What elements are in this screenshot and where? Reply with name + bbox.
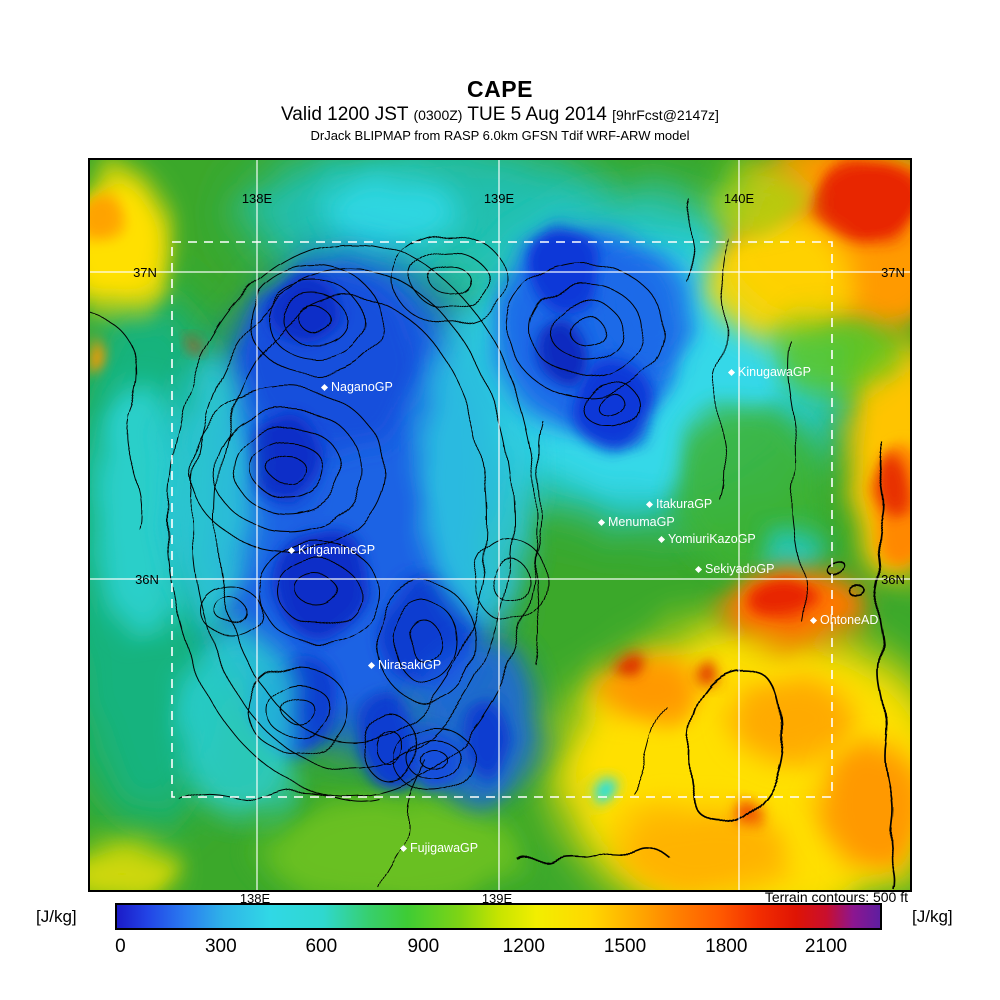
colorbar-tick-600: 600 (305, 936, 338, 957)
lon-label-139e-top: 139E (484, 191, 515, 206)
colorbar-unit-left: [J/kg] (36, 907, 77, 926)
lon-label-138e-bottom: 138E (239, 891, 271, 906)
colorbar-unit-right: [J/kg] (912, 907, 953, 926)
colorbar-tick-0: 0 (115, 936, 126, 957)
lon-label-140e-top: 140E (724, 191, 755, 206)
header: CAPE Valid 1200 JST (0300Z) TUE 5 Aug 20… (0, 76, 1000, 144)
map: 138E 139E 140E 37N 37N 36N 36N NaganoGP … (88, 158, 912, 892)
colorbar-gradient (115, 903, 882, 930)
lat-label-37n-right: 37N (881, 265, 905, 280)
terrain-contours (90, 199, 803, 890)
lat-label-36n-right: 36N (881, 572, 905, 587)
lon-label-139e-bottom: 139E (481, 891, 513, 906)
model-line: DrJack BLIPMAP from RASP 6.0km GFSN Tdif… (310, 128, 690, 144)
lon-label-138e-top: 138E (242, 191, 273, 206)
colorbar-tick-2100: 2100 (804, 936, 848, 957)
colorbar-tick-300: 300 (204, 936, 237, 957)
grid-lines (90, 160, 910, 890)
lat-label-36n-left: 36N (135, 572, 159, 587)
colorbar-tick-1800: 1800 (705, 936, 748, 957)
colorbar-ticks: 0 300 600 900 1200 1500 1800 2100 (115, 936, 882, 960)
valid-zulu: (0300Z) (413, 107, 463, 124)
domain-box (171, 241, 833, 798)
forecast-tag: [9hrFcst@2147z] (612, 107, 719, 124)
colorbar-tick-1200: 1200 (502, 936, 545, 957)
valid-date: TUE 5 Aug 2014 (467, 104, 607, 126)
cape-map-image: 138E 139E 140E 37N 37N 36N 36N (90, 160, 910, 890)
terrain-contours-note: Terrain contours: 500 ft (764, 889, 908, 905)
valid-line: Valid 1200 JST (0300Z) TUE 5 Aug 2014 [9… (0, 104, 1000, 126)
page-title: CAPE (467, 76, 533, 102)
valid-prefix: Valid 1200 JST (281, 104, 409, 126)
lat-label-37n-left: 37N (133, 265, 157, 280)
colorbar-tick-1500: 1500 (603, 936, 647, 957)
color-field (90, 160, 910, 890)
colorbar-tick-900: 900 (407, 936, 440, 957)
